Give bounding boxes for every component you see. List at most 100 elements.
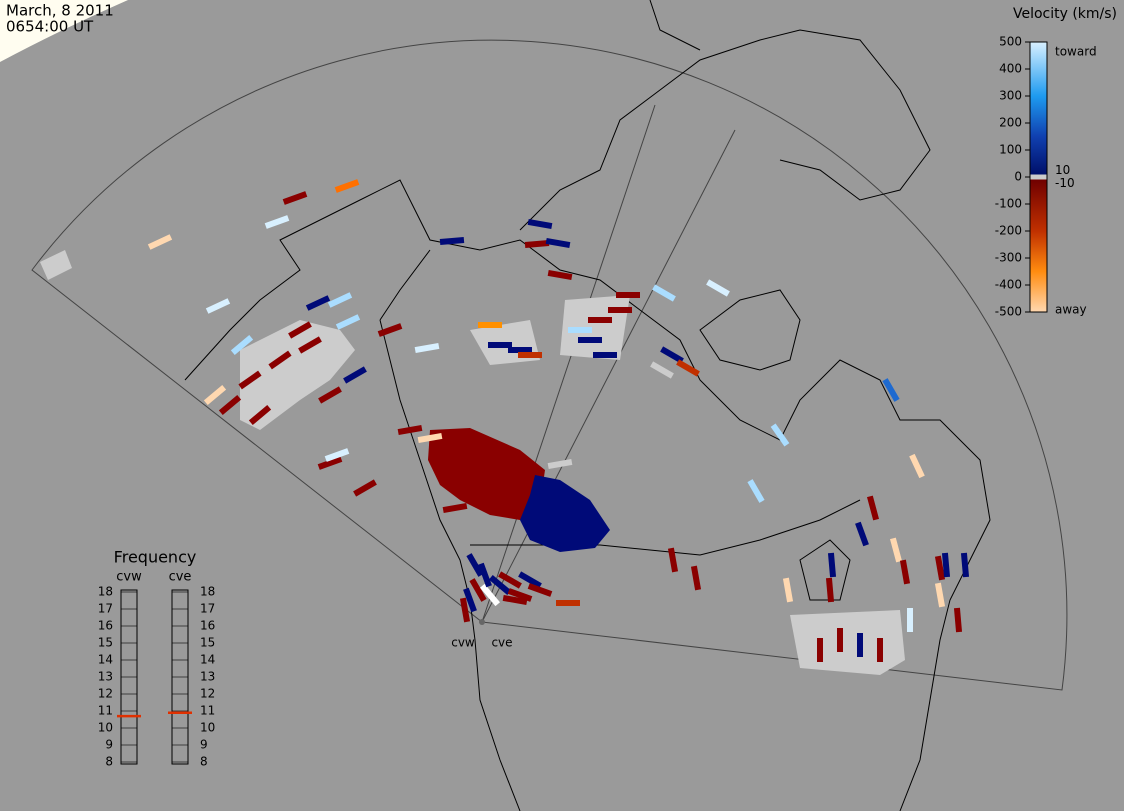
cell [909,453,925,479]
frequency-tick-label: 11 [200,704,215,718]
cell [524,239,550,249]
colorbar [1029,41,1048,313]
cell [690,565,702,591]
backscatter [40,179,970,675]
frequency-tick-label: 9 [200,738,208,752]
frequency-tick-label: 12 [200,687,215,701]
colorbar-end-label: away [1055,303,1087,317]
cell [547,269,573,281]
cell [488,574,512,596]
cell [508,347,532,353]
colorbar-tick-label: -400 [995,278,1022,292]
colorbar-tick-label: -300 [995,251,1022,265]
cell [817,638,823,662]
cell [889,537,903,563]
frequency-tick-label: 11 [98,704,113,718]
cell [479,583,501,607]
colorbar-tick-label: 200 [999,116,1022,130]
cell [837,628,843,652]
frequency-radar: cvw [116,570,142,585]
cell [882,378,900,402]
cell [770,423,790,447]
cell [545,237,571,249]
cell [782,577,794,603]
frequency-tick-label: 17 [200,602,215,616]
cell [317,456,343,470]
cell [469,578,487,602]
cell [248,404,272,426]
cell [907,608,913,632]
frequency-tick-label: 13 [98,670,113,684]
colorbar-tick-label: 400 [999,62,1022,76]
cell [466,553,484,577]
cell [507,588,533,602]
cell [343,366,367,384]
cell [442,502,468,514]
cell [417,432,443,444]
patch [40,250,72,280]
frequency-tick-label: 14 [200,653,215,667]
cell [397,424,423,436]
cell [288,321,312,339]
frequency-tick-label: 16 [98,619,113,633]
cell [650,361,674,379]
cell [866,495,880,521]
colorbar-tick-label: 10 [1055,163,1070,177]
frequency-tick-label: 13 [200,670,215,684]
colorbar-title: Velocity (km/s) [1013,6,1117,22]
cell [230,334,254,356]
date: March, 8 2011 [6,2,114,20]
daylight-region [0,0,128,62]
frequency-radar: cve [169,570,192,585]
colorbar-tick-label: -200 [995,224,1022,238]
site-label: cve [491,636,512,650]
frequency-tick-label: 10 [200,721,215,735]
cell [318,386,342,404]
cell [857,633,863,657]
site-label: cvw [451,636,475,650]
cell [616,292,640,298]
cell [327,292,353,308]
cell [268,350,292,370]
cell [877,638,883,662]
patch [790,610,905,675]
cell [825,577,835,603]
beam-edge [481,104,656,623]
colorbar-tick-label: 0 [1014,170,1022,184]
colorbar-tick-label: -10 [1055,176,1075,190]
patch [428,428,545,520]
cell [827,552,837,578]
field-of-view [31,39,1068,691]
frequency-tick-label: 12 [98,687,113,701]
frequency-tick-label: 17 [98,602,113,616]
beam-edge [481,129,736,623]
radar-site [479,619,485,625]
cell [593,352,617,358]
frequency-tick-label: 8 [200,755,208,769]
cell [488,342,512,348]
cell [652,284,676,302]
cell [377,323,403,337]
frequency-tick-label: 18 [98,585,113,599]
cell [324,448,350,462]
cell [527,218,553,230]
colorbar-tick-label: -500 [995,305,1022,319]
cell [203,384,227,406]
cell [706,279,730,297]
cell [502,594,528,606]
cell [439,236,465,246]
cell [578,337,602,343]
cell [747,479,765,503]
colorbar-tick-label: 500 [999,35,1022,49]
frequency-tick-label: 14 [98,653,113,667]
cell [855,521,869,547]
cell [547,458,573,470]
cell [941,552,951,578]
cell [305,295,331,311]
cell [608,307,632,313]
cell [218,394,242,416]
cell [414,342,440,354]
cell [660,346,684,364]
